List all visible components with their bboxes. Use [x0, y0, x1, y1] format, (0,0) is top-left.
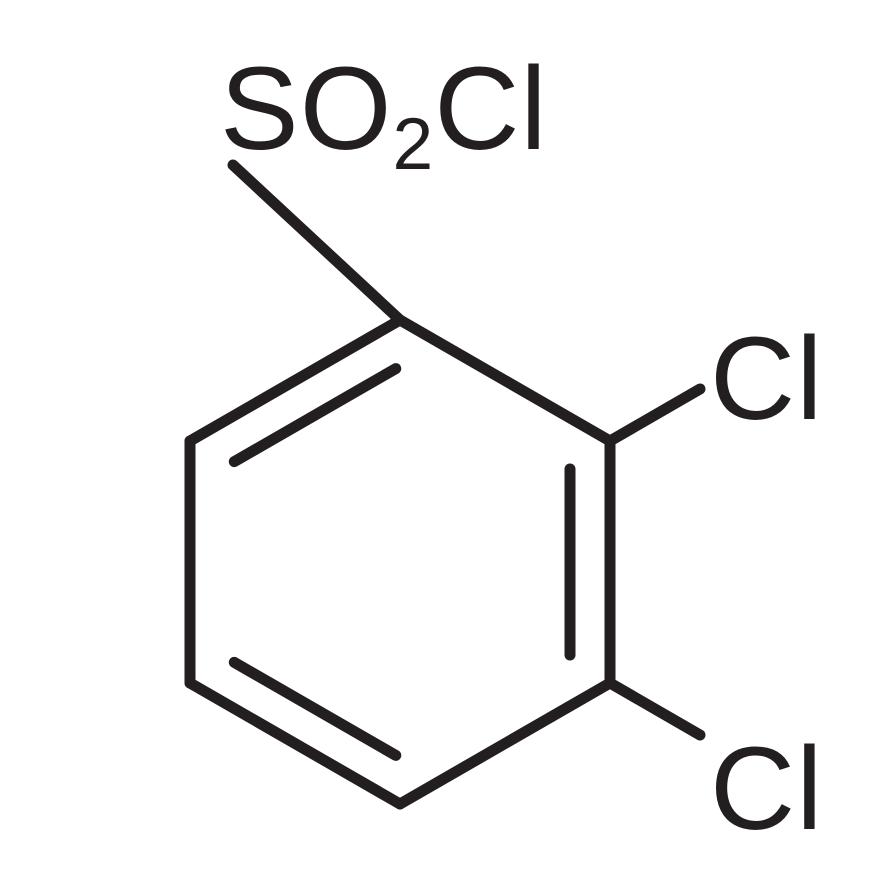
chemical-structure-canvas: SO2Cl Cl Cl — [0, 0, 890, 890]
chlorine-3-label: Cl — [710, 730, 823, 848]
sulfonyl-chloride-label: SO2Cl — [220, 50, 548, 168]
chlorine-2-label: Cl — [710, 320, 823, 438]
